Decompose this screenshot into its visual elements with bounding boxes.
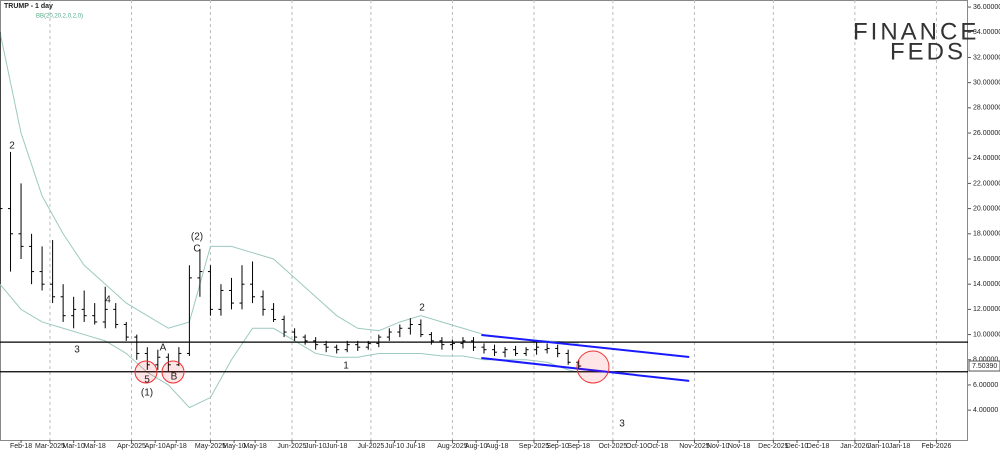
wave-label: (1) <box>141 388 153 399</box>
y-tick-label: 30.00000 <box>973 79 1000 86</box>
x-tick-label: May-10 <box>222 443 245 450</box>
x-tick-label: Sep-2025 <box>519 443 549 450</box>
wave-label: A <box>160 343 167 354</box>
x-tick-label: Aug-10 <box>465 443 488 450</box>
chart-title: TRUMP - 1 day <box>4 3 53 10</box>
channel-line <box>481 333 690 358</box>
x-tick-label: Mar-2025 <box>35 443 65 450</box>
plot-area <box>0 0 968 441</box>
wave-label: 2 <box>419 303 425 314</box>
y-tick-label: 28.00000 <box>973 105 1000 112</box>
x-tick-label: Feb-2026 <box>921 443 951 450</box>
x-tick-label: Jul-18 <box>406 443 425 450</box>
x-tick-label: Apr-2025 <box>117 443 146 450</box>
x-tick-label: Jan-10 <box>868 443 890 450</box>
x-tick-label: Dec-2025 <box>758 443 788 450</box>
y-tick-label: 16.00000 <box>973 256 1000 263</box>
wave-label: 4 <box>105 295 111 306</box>
x-tick-label: Jun-2025 <box>277 443 306 450</box>
y-tick-label: 14.00000 <box>973 281 1000 288</box>
x-tick-label: May-18 <box>243 443 266 450</box>
x-tick-label: Nov-18 <box>728 443 751 450</box>
x-tick-label: Oct-10 <box>626 443 647 450</box>
x-tick-label: Mar-18 <box>84 443 106 450</box>
y-tick-label: 32.00000 <box>973 54 1000 61</box>
y-tick-label: 36.00000 <box>973 4 1000 11</box>
plot-layer <box>0 0 971 443</box>
y-tick-label: 20.00000 <box>973 205 1000 212</box>
x-tick-label: Dec-10 <box>786 443 809 450</box>
wave-label: 1 <box>343 361 349 372</box>
x-tick-label: Dec-18 <box>807 443 830 450</box>
y-tick-label: 8.00000 <box>973 357 998 364</box>
y-tick-label: 4.00000 <box>973 407 998 414</box>
x-tick-label: Nov-10 <box>707 443 730 450</box>
wave-label: 2 <box>9 141 15 152</box>
wave-label: 3 <box>619 419 625 430</box>
wave-label: 5 <box>144 375 150 386</box>
logo-text: FEDS <box>890 38 966 65</box>
x-tick-label: Mar-10 <box>63 443 85 450</box>
x-tick-label: Jan-18 <box>889 443 911 450</box>
last-price-label: 7.50390 <box>972 363 997 370</box>
x-tick-label: Feb-18 <box>10 443 32 450</box>
y-tick-label: 22.00000 <box>973 180 1000 187</box>
x-tick-label: Jun-10 <box>305 443 327 450</box>
x-tick-label: Jul-10 <box>385 443 404 450</box>
y-tick-label: 18.00000 <box>973 231 1000 238</box>
wave-label: C <box>193 244 200 255</box>
x-tick-label: Aug-2025 <box>437 443 467 450</box>
highlight-circle <box>161 360 185 384</box>
y-tick-label: 26.00000 <box>973 130 1000 137</box>
x-tick-label: Apr-10 <box>145 443 166 450</box>
x-tick-label: May-2025 <box>195 443 226 450</box>
indicator-label: BB(20,20,2,0,2,0) <box>36 14 83 20</box>
x-tick-label: Jan-2026 <box>840 443 869 450</box>
x-tick-label: Aug-18 <box>486 443 509 450</box>
x-tick-label: Nov-2025 <box>679 443 709 450</box>
x-tick-label: Jul-2025 <box>357 443 384 450</box>
y-tick-label: 6.00000 <box>973 382 998 389</box>
y-tick-label: 24.00000 <box>973 155 1000 162</box>
wave-label: (2) <box>191 232 203 243</box>
last-price-box <box>968 360 1000 372</box>
x-tick-label: Apr-18 <box>166 443 187 450</box>
x-tick-label: Sep-10 <box>546 443 569 450</box>
y-tick-label: 34.00000 <box>973 29 1000 36</box>
y-tick-label: 10.00000 <box>973 331 1000 338</box>
wave-label: 3 <box>74 345 80 356</box>
x-tick-label: Oct-18 <box>647 443 668 450</box>
highlight-circle <box>134 360 158 384</box>
x-tick-label: Jun-18 <box>326 443 348 450</box>
x-tick-label: Sep-18 <box>567 443 590 450</box>
wave-label: B <box>171 372 178 383</box>
logo-text: FINANCE <box>853 18 979 45</box>
x-tick-label: Oct-2025 <box>598 443 627 450</box>
highlight-circle <box>576 350 610 384</box>
y-tick-label: 12.00000 <box>973 306 1000 313</box>
channel-line <box>481 357 690 382</box>
